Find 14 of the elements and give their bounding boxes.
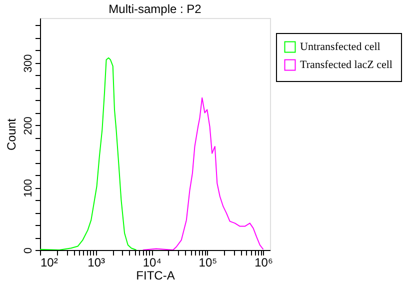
legend-label: Untransfected cell <box>300 41 380 53</box>
y-tick-label: 300 <box>22 54 34 73</box>
x-tick-label: 10⁴ <box>142 256 162 270</box>
y-tick-label: 200 <box>22 116 34 135</box>
chart-title: Multi-sample : P2 <box>108 2 202 16</box>
y-tick-label: 0 <box>22 247 34 254</box>
x-axis-title: FITC-A <box>136 268 175 282</box>
legend-label: Transfected lacZ cell <box>300 59 392 71</box>
y-axis-title: Count <box>4 118 18 151</box>
x-tick-label: 10⁵ <box>198 256 218 270</box>
x-tick-label: 10³ <box>88 256 105 270</box>
y-tick-label: 100 <box>22 178 34 198</box>
x-tick-label: 10⁶ <box>254 256 273 270</box>
x-tick-label: 10² <box>40 256 58 270</box>
